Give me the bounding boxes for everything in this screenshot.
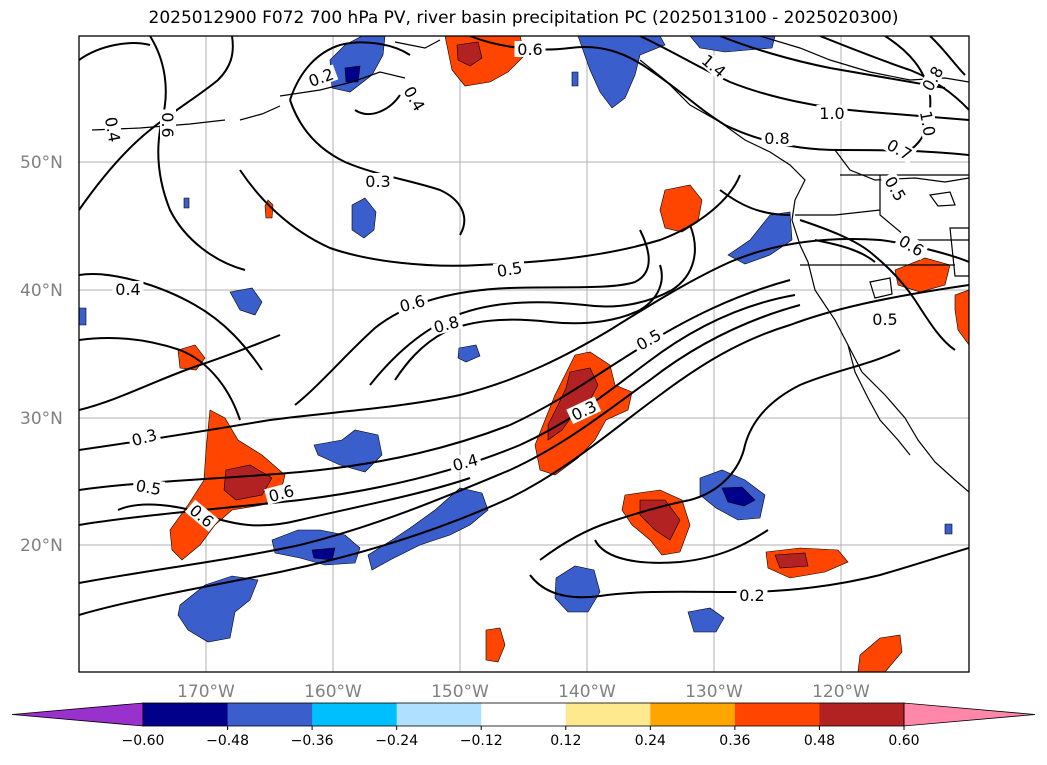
contour-label: 0.8 <box>764 129 789 148</box>
colorbar-segment <box>312 703 398 726</box>
colorbar-extend-low <box>11 702 144 727</box>
colorbar-tick-label: 0.48 <box>804 733 835 749</box>
contour-label: 0.4 <box>115 280 140 299</box>
contour-label: 0.6 <box>158 112 177 137</box>
colorbar-tick-label: −0.36 <box>291 733 334 749</box>
contour-label-group: 0.2 <box>736 586 768 605</box>
colorbar-tick-label: −0.24 <box>375 733 418 749</box>
map-frame <box>78 35 970 673</box>
colorbar-tick-label: −0.12 <box>460 733 503 749</box>
contour-label-group: 0.3 <box>362 172 394 191</box>
contour-label-group: 0.6 <box>158 109 177 141</box>
colorbar-segment <box>396 703 482 726</box>
colorbar-segment <box>819 703 905 726</box>
contour-label-group: 0.5 <box>131 476 166 499</box>
contour-label: 0.4 <box>101 115 124 143</box>
lon-label-170w: 170°W <box>177 682 235 702</box>
colorbar-segment <box>481 703 567 726</box>
pv-contours <box>79 36 969 616</box>
lon-label-120w: 120°W <box>812 682 870 702</box>
colorbar: −0.60 −0.48 −0.36 −0.24 −0.12 0.12 0.24 0.36 0.4… <box>11 702 1036 749</box>
contour-label: 0.6 <box>517 40 542 59</box>
lon-label-160w: 160°W <box>304 682 362 702</box>
contour-label: 0.2 <box>739 586 764 605</box>
lon-label-140w: 140°W <box>558 682 616 702</box>
precipitation-fill <box>79 36 969 672</box>
colorbar-tick-label: −0.48 <box>206 733 249 749</box>
contour-label-group: 0.6 <box>514 40 546 59</box>
colorbar-extend-high <box>903 702 1036 727</box>
coastlines <box>91 36 969 493</box>
contour-labels: 0.60.20.41.40.4 0.60.31.00.8 0.71.00.50.50… <box>101 40 948 605</box>
contour-label-group: 1.0 <box>916 106 939 141</box>
contour-label-group: 0.4 <box>112 280 144 299</box>
colorbar-tick-label: 0.24 <box>635 733 666 749</box>
colorbar-tick-label: 0.12 <box>550 733 581 749</box>
contour-label-group: 0.8 <box>761 129 793 148</box>
map-title: 2025012900 F072 700 hPa PV, river basin … <box>148 8 899 28</box>
contour-label-group: 0.5 <box>869 310 901 329</box>
colorbar-segment <box>650 703 736 726</box>
colorbar-segment <box>734 703 820 726</box>
lon-label-130w: 130°W <box>685 682 743 702</box>
lat-label-30n: 30°N <box>20 409 63 429</box>
contour-label-group: 1.0 <box>816 104 848 123</box>
lat-label-20n: 20°N <box>20 536 63 556</box>
contour-label: 1.0 <box>916 109 939 137</box>
colorbar-tick-label: 0.60 <box>888 733 919 749</box>
lat-label-50n: 50°N <box>20 153 63 173</box>
contour-label: 0.5 <box>872 310 897 329</box>
contour-label-group: 0.5 <box>492 258 527 281</box>
lon-label-150w: 150°W <box>431 682 489 702</box>
colorbar-tick-label: −0.60 <box>122 733 165 749</box>
colorbar-tick-label: 0.36 <box>719 733 750 749</box>
contour-label-group: 0.4 <box>101 112 124 147</box>
colorbar-segment <box>565 703 651 726</box>
contour-label: 0.5 <box>134 476 162 499</box>
map-area <box>79 36 969 672</box>
contour-label: 0.3 <box>365 172 390 191</box>
latitude-labels: 50°N 40°N 30°N 20°N <box>20 153 63 556</box>
lat-label-40n: 40°N <box>20 281 63 301</box>
colorbar-segment <box>143 703 229 726</box>
colorbar-segment <box>227 703 313 726</box>
colorbar-frame <box>142 702 905 727</box>
longitude-labels: 170°W 160°W 150°W 140°W 130°W 120°W <box>177 682 870 702</box>
contour-label: 1.0 <box>819 104 844 123</box>
contour-label: 0.5 <box>495 258 523 281</box>
